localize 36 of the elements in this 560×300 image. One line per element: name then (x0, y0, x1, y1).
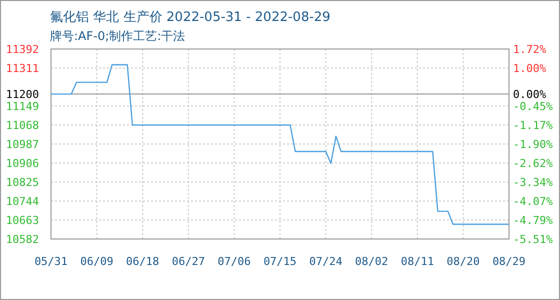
x-tick-label: 07/15 (263, 255, 297, 268)
y-tick-label: 11200 (6, 88, 39, 102)
chart-title: 氟化铝 华北 生产价 2022-05-31 - 2022-08-29 (50, 10, 330, 25)
chart-subtitle: 牌号:AF-0;制作工艺:干法 (50, 29, 186, 43)
y2-tick-label: -2.62% (513, 157, 554, 170)
y-tick-label: 11392 (6, 43, 39, 56)
y-tick-label: 11068 (6, 119, 39, 132)
x-tick-label: 08/02 (355, 255, 388, 268)
y-tick-label: 10825 (6, 176, 39, 189)
y2-tick-label: -3.34% (513, 176, 554, 189)
y-tick-label: 10987 (6, 138, 39, 151)
x-tick-label: 06/27 (172, 255, 205, 268)
y2-tick-label: -1.17% (513, 118, 554, 132)
y2-tick-label: -5.51% (513, 233, 554, 246)
line-series (50, 64, 510, 225)
x-tick-label: 08/11 (400, 255, 434, 268)
x-tick-label: 06/18 (126, 255, 160, 268)
y2-tick-label: -1.90% (513, 138, 554, 152)
x-tick-label: 05/31 (34, 255, 68, 268)
y-tick-label: 10663 (6, 214, 39, 227)
y-tick-label: 10906 (6, 157, 39, 170)
y2-tick-label: 1.00% (513, 62, 546, 75)
y-tick-label: 11311 (6, 62, 39, 75)
y2-tick-label: 1.72% (513, 43, 546, 56)
y2-tick-label: 0.00% (513, 88, 546, 102)
y-tick-label: 11149 (6, 100, 39, 113)
x-tick-label: 07/24 (309, 255, 343, 268)
x-tick-label: 06/09 (80, 255, 114, 268)
y2-tick-label: -4.79% (513, 214, 554, 228)
y-tick-label: 10582 (6, 233, 39, 246)
y2-tick-label: -0.45% (513, 100, 554, 114)
y-tick-label: 10744 (6, 195, 40, 208)
y2-tick-label: -4.07% (513, 195, 554, 208)
x-tick-label: 08/20 (446, 255, 480, 268)
x-tick-label: 07/06 (218, 255, 251, 268)
x-tick-label: 08/29 (492, 255, 526, 268)
